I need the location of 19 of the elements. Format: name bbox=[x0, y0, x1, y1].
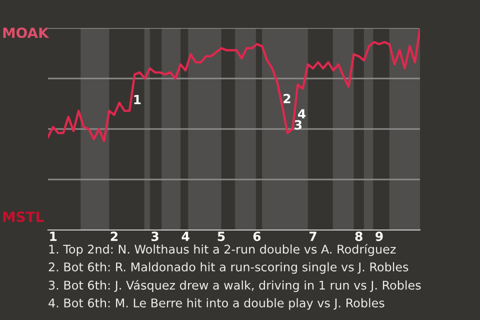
x-tick-label: 6 bbox=[253, 232, 261, 242]
text: 3. Bot 6th: J. Vásquez drew a walk, driving in 1 run vs J. Robles bbox=[48, 280, 421, 292]
x-tick-label: 4 bbox=[182, 232, 190, 241]
text: 1. Top 2nd: N. Wolthaus hit a 2-run double vs A. Rodríguez bbox=[49, 244, 396, 256]
x-tick-label: 9 bbox=[376, 232, 383, 242]
annotation: 1 bbox=[134, 95, 141, 104]
x-tick-label: 7 bbox=[309, 232, 316, 241]
annotation: 4 bbox=[298, 109, 306, 118]
x-tick-label: 5 bbox=[218, 232, 225, 242]
x-tick-label: 2 bbox=[110, 232, 118, 241]
x-tick-label: 8 bbox=[355, 232, 362, 242]
text: MSTL bbox=[3, 212, 44, 222]
annotation: 3 bbox=[294, 120, 302, 130]
x-tick-label: 1 bbox=[50, 232, 57, 241]
x-tick-label: 3 bbox=[152, 232, 158, 242]
annotation: MOAK bbox=[3, 28, 50, 38]
annotation: 2 bbox=[284, 94, 290, 104]
text: 2. Bot 6th: R. Maldonado hit a run-scoring single vs J. Robles bbox=[48, 262, 408, 274]
text: 4. Bot 6th: M. Le Berre hit into a double play vs J. Robles bbox=[48, 298, 384, 310]
